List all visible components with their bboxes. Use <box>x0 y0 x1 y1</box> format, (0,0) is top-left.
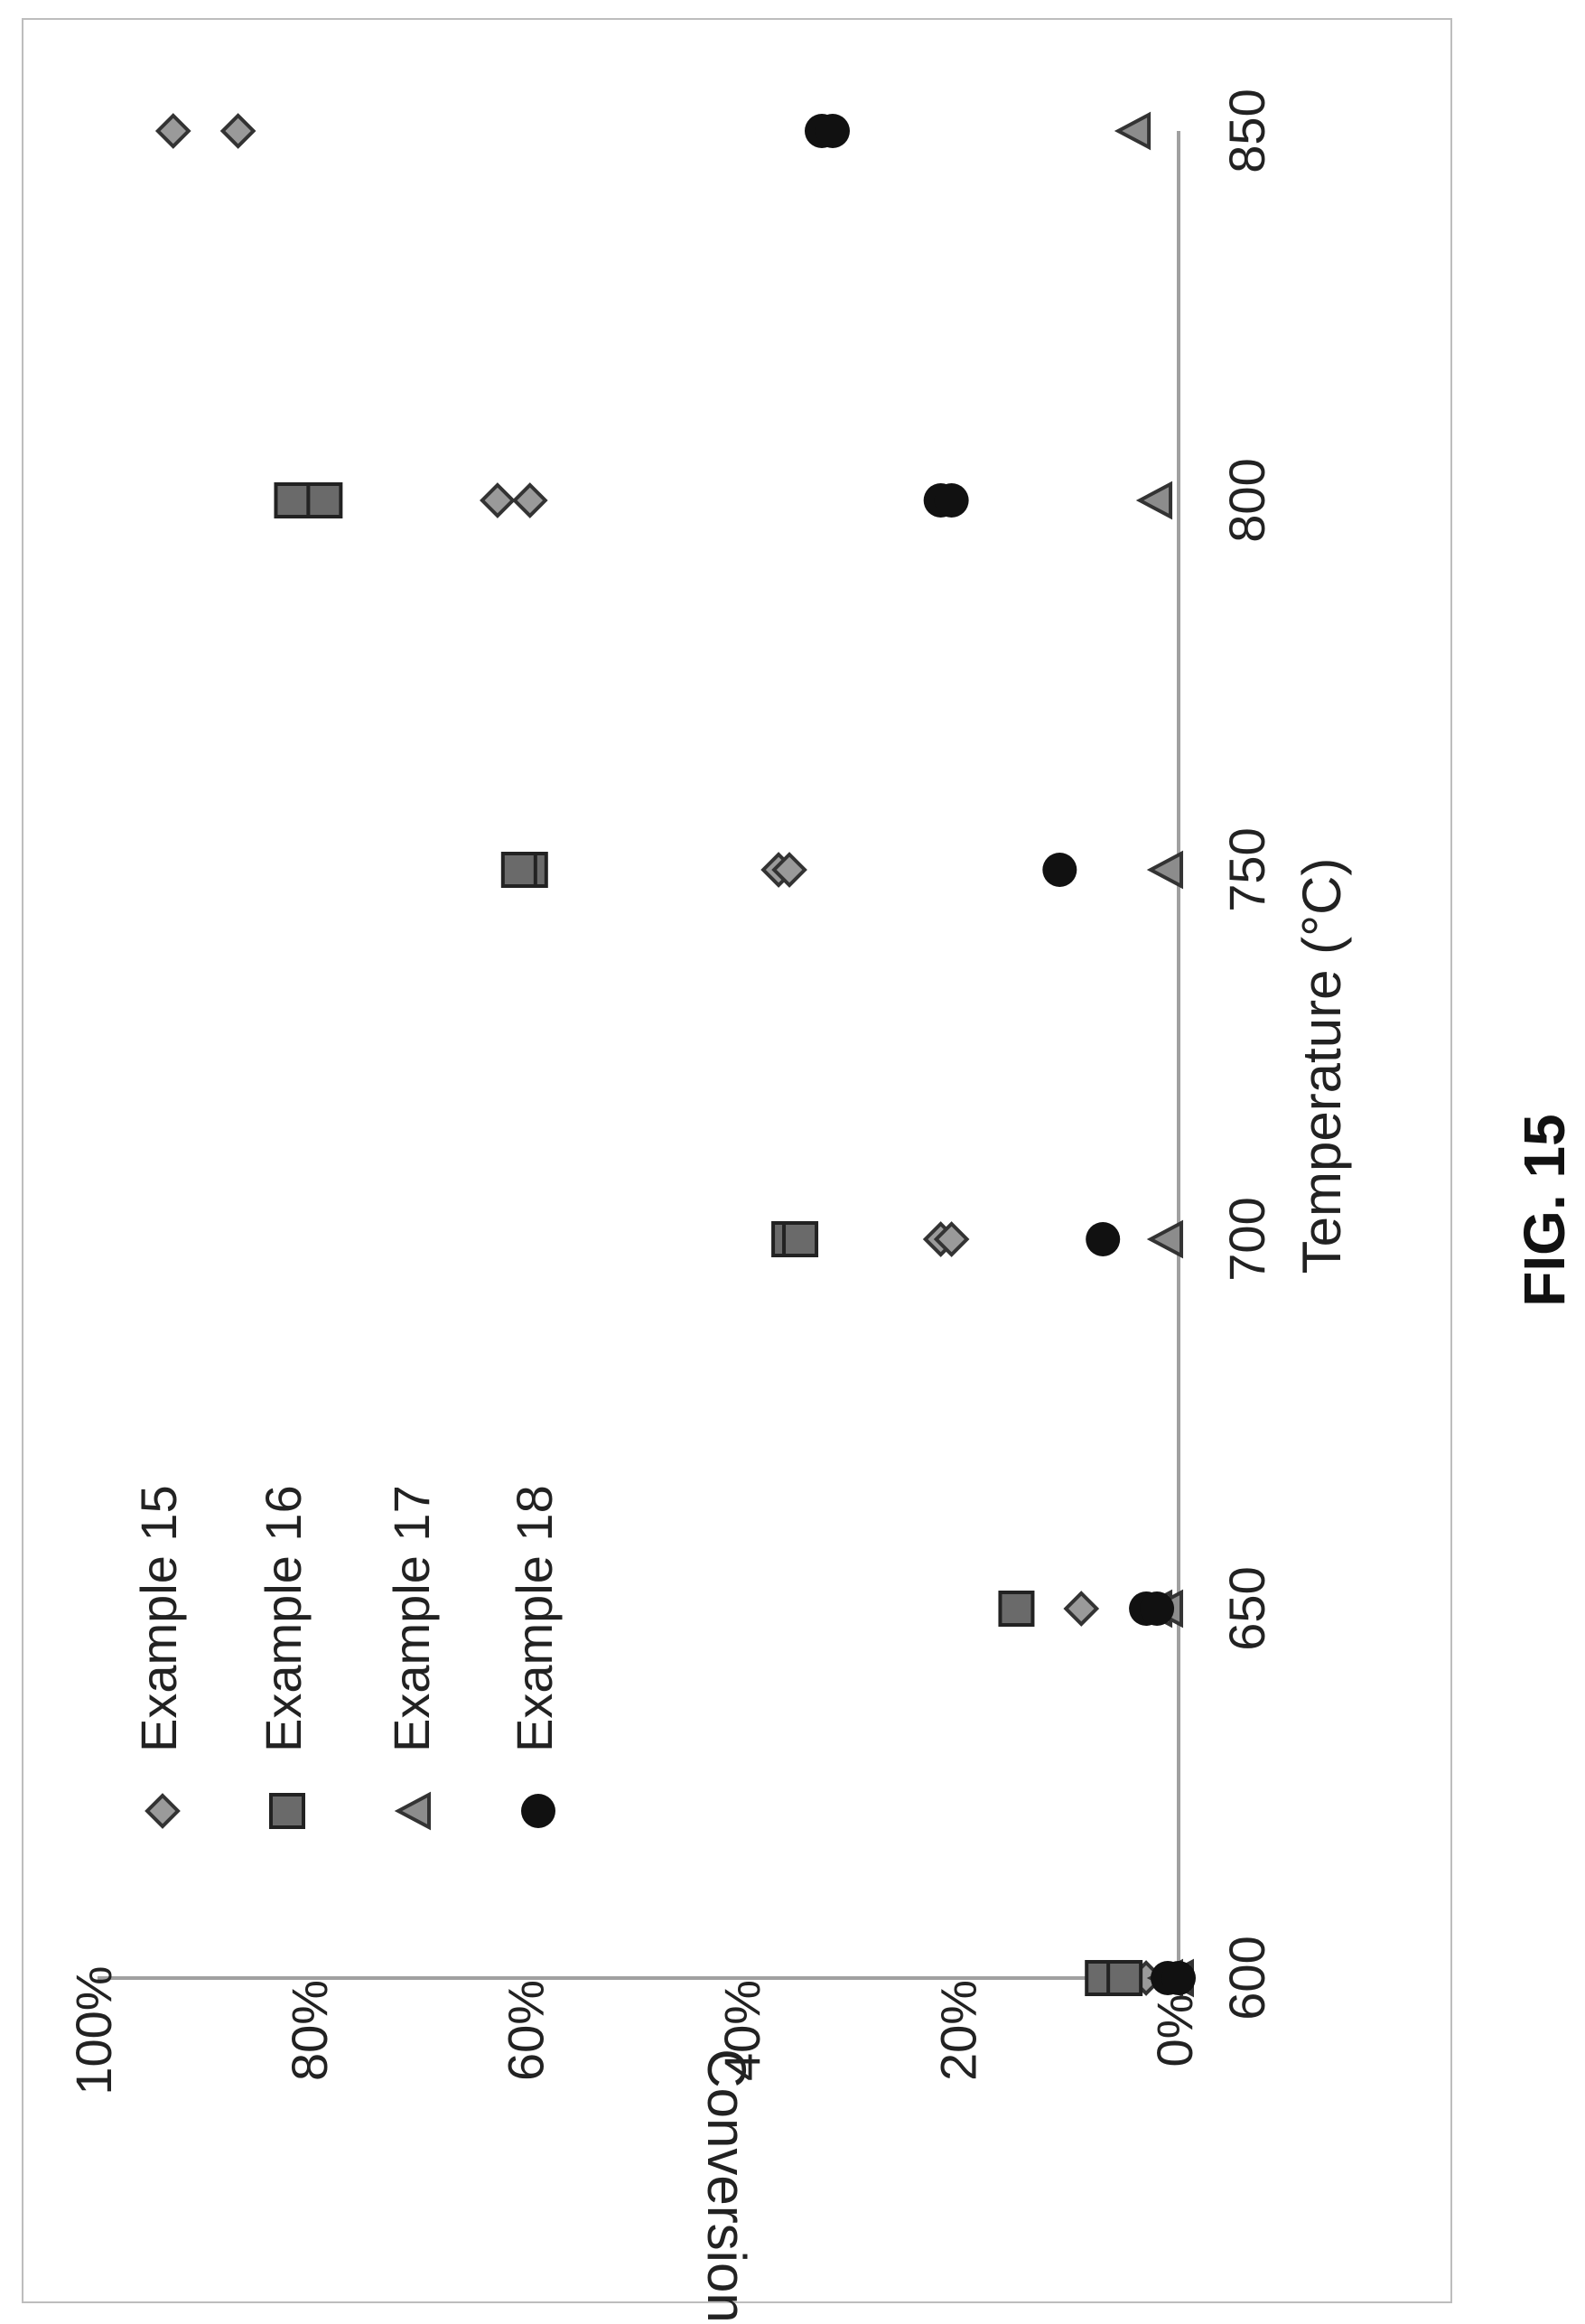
data-points <box>154 111 1196 1998</box>
legend-entry-label: Example 17 <box>383 1485 440 1752</box>
data-point-diamond-icon <box>1063 1591 1100 1627</box>
x-axis-title: Temperature (°C) <box>1291 858 1352 1274</box>
legend-marker-circle-icon <box>521 1794 555 1828</box>
data-point-square-icon <box>1106 1960 1143 1996</box>
legend-marker-square-icon <box>269 1793 305 1829</box>
x-tick-label: 650 <box>1218 1566 1275 1650</box>
data-point-diamond-icon <box>771 852 807 888</box>
data-point-triangle-icon <box>1146 850 1184 890</box>
x-tick-label: 700 <box>1218 1197 1275 1281</box>
data-point-square-icon <box>274 482 311 518</box>
axis-titles: Temperature (°C) Conversion <box>696 858 1352 2323</box>
data-point-diamond-icon <box>154 113 191 149</box>
chart-axes <box>98 131 1180 1980</box>
legend-entry-label: Example 15 <box>130 1485 187 1752</box>
y-tick-label: 0% <box>1146 1994 1203 2067</box>
data-point-diamond-icon <box>933 1221 970 1257</box>
tick-labels: 600 650 700 750 800 850 0% 20% 40% 60% 80% 100% <box>65 89 1275 2095</box>
data-point-square-icon <box>500 852 537 888</box>
data-point-diamond-icon <box>219 113 256 149</box>
x-tick-label: 750 <box>1218 827 1275 911</box>
data-point-triangle-icon <box>1135 481 1173 520</box>
legend-marker-triangle-icon <box>394 1791 431 1831</box>
y-tick-label: 40% <box>713 1980 770 2081</box>
data-point-circle-icon <box>1161 1961 1196 1995</box>
figure-label: FIG. 15 <box>1512 1114 1577 1307</box>
y-tick-label: 20% <box>929 1980 986 2081</box>
y-axis-title: Conversion <box>696 2049 757 2323</box>
data-point-diamond-icon <box>511 482 548 518</box>
legend-marker-diamond-icon <box>145 1793 181 1829</box>
legend-entry-label: Example 16 <box>255 1485 312 1752</box>
x-tick-label: 600 <box>1218 1936 1275 2020</box>
x-tick-label: 850 <box>1218 89 1275 173</box>
y-tick-label: 60% <box>498 1980 555 2081</box>
data-point-square-icon <box>998 1591 1035 1627</box>
x-tick-label: 800 <box>1218 458 1275 542</box>
legend-entry-label: Example 18 <box>506 1485 563 1752</box>
data-point-circle-icon <box>1086 1222 1121 1256</box>
chart-frame <box>22 18 1452 2303</box>
data-point-triangle-icon <box>1114 111 1151 151</box>
data-point-circle-icon <box>934 483 969 518</box>
data-point-diamond-icon <box>480 482 516 518</box>
y-tick-label: 100% <box>65 1965 122 2095</box>
data-point-square-icon <box>306 482 343 518</box>
data-point-circle-icon <box>815 114 850 148</box>
data-point-circle-icon <box>1140 1591 1175 1626</box>
y-tick-label: 80% <box>281 1980 338 2081</box>
data-point-triangle-icon <box>1146 1219 1184 1259</box>
data-point-circle-icon <box>1042 853 1077 887</box>
legend: Example 15 Example 16 Example 17 Example 18 <box>130 1485 563 1831</box>
data-point-square-icon <box>782 1221 819 1257</box>
